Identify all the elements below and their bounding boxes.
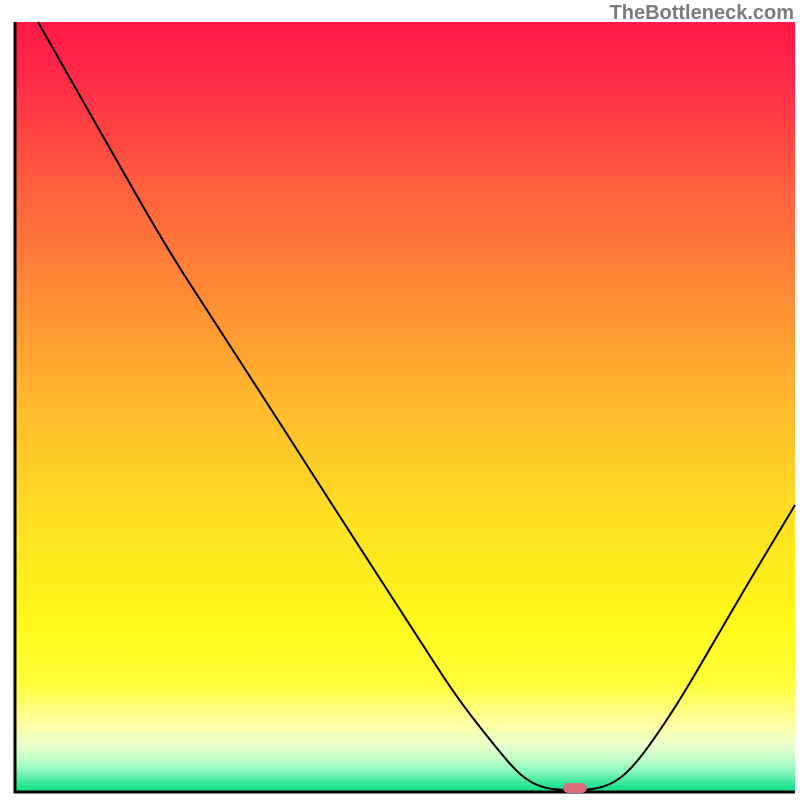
gradient-background bbox=[15, 22, 795, 792]
optimal-marker bbox=[563, 783, 587, 793]
watermark-text: TheBottleneck.com bbox=[610, 2, 794, 25]
bottleneck-chart: TheBottleneck.com bbox=[0, 0, 800, 800]
chart-svg bbox=[0, 0, 800, 800]
